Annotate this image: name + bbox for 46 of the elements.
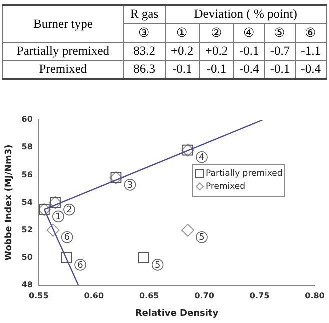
data-label: 83.2 [124, 42, 166, 60]
data-label: -0.4 [234, 60, 265, 79]
annotation: 3 [127, 180, 134, 191]
annotation: 6 [64, 233, 70, 244]
x-tick-label: ② [200, 24, 234, 42]
x-tick-label: 0.75 [250, 291, 270, 300]
legend-label: Premixed [206, 182, 246, 192]
x-tick-label: ① [165, 24, 200, 42]
y-tick-label: 48 [22, 280, 34, 290]
x-tick-label: 0.80 [305, 291, 326, 300]
y-tick-label: 60 [22, 115, 34, 124]
annotation: 1 [56, 212, 62, 223]
x-tick-label: ⑥ [296, 24, 326, 42]
text: Deviation ( % point) [165, 5, 326, 24]
data-label: -0.7 [264, 42, 296, 60]
data-label: -0.1 [264, 60, 296, 79]
text: R gas [124, 5, 166, 24]
data-label: -0.1 [234, 42, 265, 60]
x-tick-label: ③ [124, 24, 166, 42]
annotation: 4 [199, 153, 206, 164]
data-label: -0.4 [296, 60, 326, 79]
legend-label: Partially premixed [206, 168, 283, 179]
annotation: 6 [78, 260, 84, 271]
y-axis-title: Wobbe Index (MJ/Nm3) [4, 144, 15, 261]
x-tick-label: 0.70 [194, 291, 215, 300]
y-tick-label: 56 [22, 170, 34, 180]
annotation: 2 [66, 206, 72, 216]
x-axis-title: Relative Density [135, 308, 219, 319]
x-tick-label: ④ [234, 24, 265, 42]
data-label: -0.1 [200, 60, 234, 79]
x-tick-label: 0.55 [29, 291, 50, 300]
data-label: +0.2 [165, 42, 200, 60]
y-tick-label: 50 [22, 253, 34, 262]
x-tick-label: 0.65 [139, 291, 160, 300]
data-label: 86.3 [124, 60, 166, 79]
y-tick-label: 58 [22, 142, 34, 152]
data-label: +0.2 [200, 42, 234, 60]
data-label: -0.1 [165, 60, 200, 79]
annotation: 5 [154, 260, 161, 271]
x-tick-label: ⑤ [264, 24, 296, 42]
x-tick-label: 0.60 [84, 291, 104, 300]
text: Burner type [2, 5, 124, 42]
y-tick-label: 52 [22, 225, 33, 234]
data-label: -1.1 [296, 42, 326, 60]
y-tick-label: 54 [22, 198, 34, 207]
annotation: 5 [199, 233, 205, 244]
